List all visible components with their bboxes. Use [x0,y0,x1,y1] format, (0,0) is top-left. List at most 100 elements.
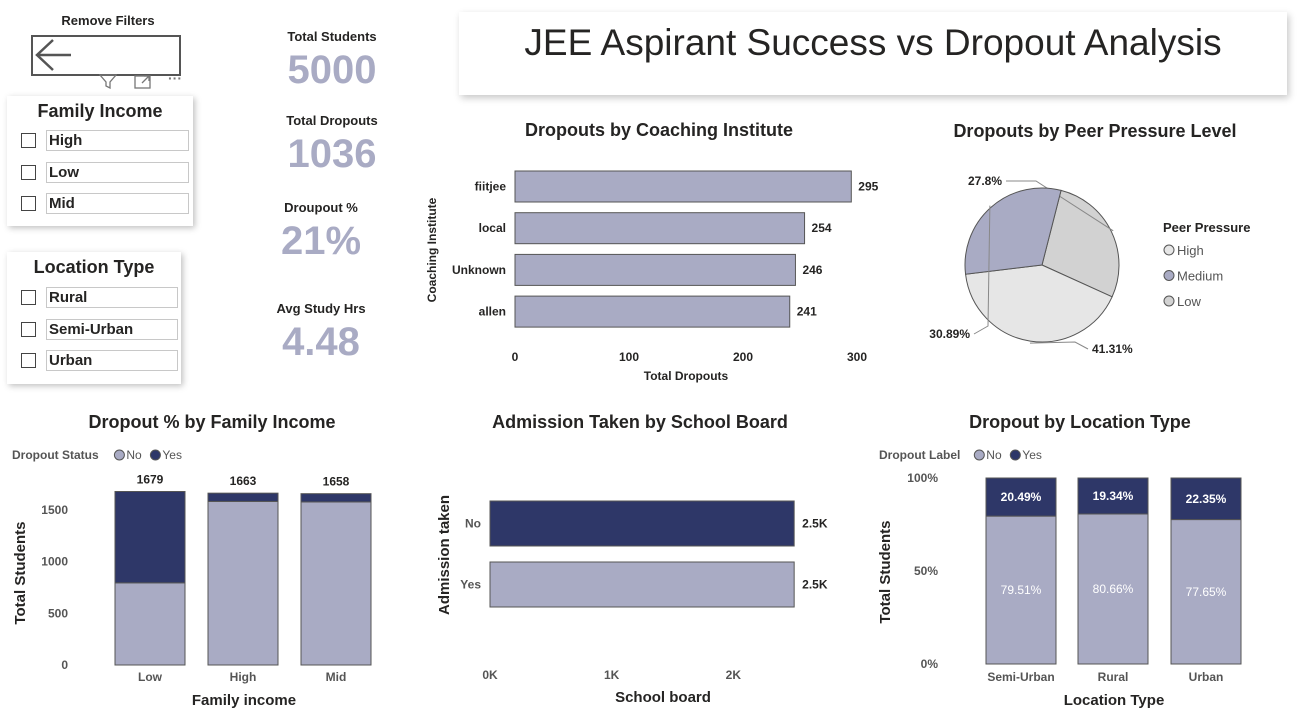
coaching-y-axis-title: Coaching Institute [425,197,439,302]
coaching-data-label: 246 [802,263,822,277]
legend-marker [113,449,125,461]
kpi-total-students-value: 5000 [287,48,377,92]
peer-legend-medium: Medium [1177,269,1223,284]
legend-marker [1163,244,1175,256]
legend-title: Dropout Label [879,448,960,462]
checkbox[interactable] [21,290,36,305]
legend-title: Dropout Status [12,448,99,462]
slicer-item-semi-urban[interactable]: Semi-Urban [21,319,178,340]
pie-leader-line [1029,341,1089,350]
coaching-x-tick: 0 [512,350,519,364]
income-bar-yes [207,492,279,502]
checkbox[interactable] [21,165,36,180]
kpi-dropout-pct-value: 21% [280,219,362,263]
location-bar-yes [1077,477,1149,515]
coaching-bar [514,212,806,245]
slicer-title: Location Type [33,257,155,277]
coaching-bar [514,170,852,203]
pie-data-label: 41.31% [1092,342,1133,356]
slicer-item-label: Urban [46,350,178,371]
slicer-item-rural[interactable]: Rural [21,287,178,308]
location-no-label: 79.51% [1001,583,1042,597]
slicer-item-high[interactable]: High [21,130,189,151]
kpi-total-students-label: Total Students [287,29,377,44]
more-options-icon[interactable]: ··· [168,70,182,86]
location-yes-label: 20.49% [1001,490,1042,504]
income-total-label: 1658 [323,475,350,489]
pie-leader-line [1006,180,1114,232]
coaching-category-label: local [479,221,506,235]
location-chart-title: Dropout by Location Type [969,412,1191,432]
pie-slice-low [964,264,1113,343]
checkbox[interactable] [21,133,36,148]
income-bar-no [114,582,186,666]
income-x-tick: Mid [326,670,347,684]
slicer-item-label: Mid [46,193,189,214]
location-y-tick: 100% [907,471,938,485]
board-data-label: 2.5K [802,578,828,592]
coaching-x-tick: 300 [847,350,867,364]
location-yes-label: 22.35% [1186,492,1227,506]
slicer-item-label: Rural [46,287,178,308]
income-bar-yes [114,491,186,584]
checkbox[interactable] [21,196,36,211]
location-y-tick: 0% [921,657,939,671]
focus-mode-icon[interactable] [134,73,152,89]
kpi-avg-study-hrs-value: 4.48 [282,320,360,364]
slicer-item-label: Low [46,162,189,183]
slicer-title: Family Income [37,101,163,121]
location-x-tick: Urban [1189,670,1224,684]
income-y-tick: 500 [48,606,68,620]
filter-icon[interactable] [98,73,118,90]
legend-marker [973,449,985,461]
coaching-category-label: fiitjee [475,180,507,194]
legend-marker [1163,270,1175,281]
coaching-x-tick: 100 [619,350,639,364]
kpi-dropout-pct-label: Droupout % [284,200,358,215]
coaching-data-label: 254 [812,221,832,235]
income-chart-title: Dropout % by Family Income [88,412,336,432]
remove-filters-label: Remove Filters [61,13,155,28]
pie-data-label: 27.8% [968,174,1002,188]
legend-marker [149,449,161,461]
coaching-bar [514,295,791,328]
pie-data-label: 30.89% [929,327,970,341]
legend-entry-no: No [986,448,1002,462]
peer-legend-high: High [1177,243,1204,258]
board-chart-title: Admission Taken by School Board [492,412,788,432]
checkbox[interactable] [21,322,36,337]
board-bar-yes [489,561,795,608]
location-no-label: 77.65% [1186,585,1227,599]
income-total-label: 1663 [230,474,257,488]
pie-leader-line [973,205,991,335]
kpi-total-dropouts-value: 1036 [287,132,377,176]
location-type-slicer: Location Type Rural Semi-Urban Urban [7,252,181,384]
income-y-tick: 1500 [41,503,68,517]
income-y-tick: 1000 [41,555,68,569]
slicer-item-label: Semi-Urban [46,319,178,340]
income-x-axis-title: Family income [192,692,296,709]
coaching-bar [514,253,796,286]
board-category-label: Yes [460,578,481,592]
peer-legend-title: Peer Pressure [1163,220,1250,235]
location-x-tick: Rural [1098,670,1129,684]
checkbox[interactable] [21,353,36,368]
coaching-data-label: 295 [858,180,878,194]
board-category-label: No [465,517,481,531]
income-total-label: 1679 [137,473,164,487]
slicer-item-low[interactable]: Low [21,162,189,183]
slicer-item-mid[interactable]: Mid [21,193,189,214]
legend-entry-yes: Yes [162,448,182,462]
board-data-label: 2.5K [802,517,828,531]
kpi-avg-study-hrs-label: Avg Study Hrs [276,301,366,316]
family-income-slicer: Family Income High Low Mid [7,96,193,226]
back-arrow-icon [35,39,71,71]
coaching-x-tick: 200 [733,350,753,364]
location-bar-yes [985,477,1057,517]
location-y-axis-title: Total Students [877,520,894,623]
income-y-tick: 0 [61,658,68,672]
board-bar-no [489,500,795,547]
income-bar-no [300,501,372,666]
slicer-item-urban[interactable]: Urban [21,350,178,371]
